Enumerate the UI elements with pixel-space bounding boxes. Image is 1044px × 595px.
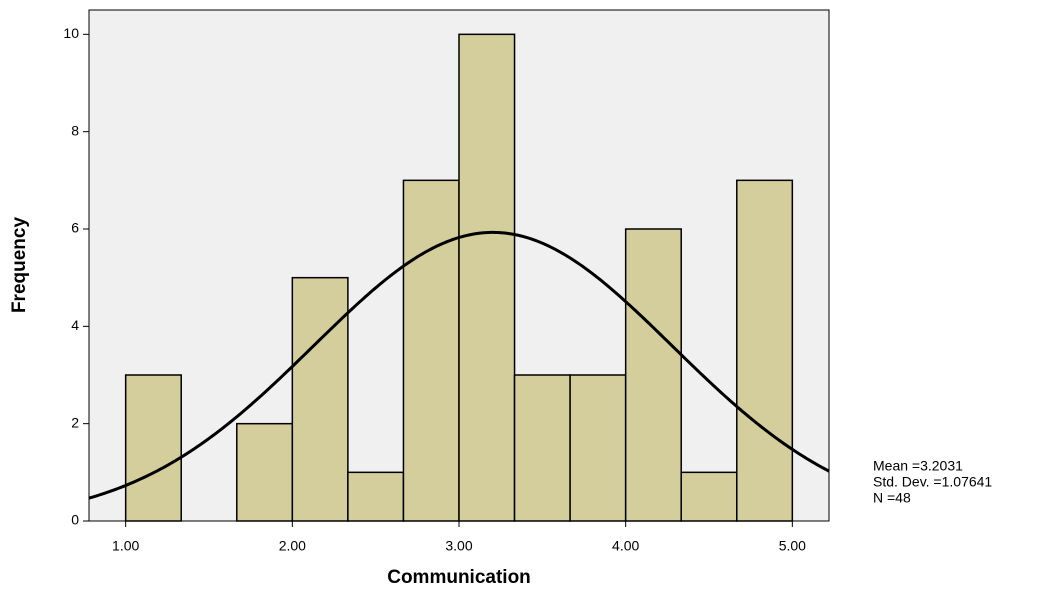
y-tick-label: 8: [71, 122, 79, 138]
bar: [124, 374, 182, 522]
normal-curve: [88, 230, 830, 500]
bar: [569, 374, 627, 522]
x-tick-label: 1.00: [112, 538, 139, 554]
stat-label: Std. Dev. =1.07641: [873, 474, 992, 490]
stat-label: N =48: [873, 490, 911, 506]
x-tick-label: 4.00: [612, 538, 639, 554]
y-tick-label: 10: [63, 25, 79, 41]
bar: [402, 179, 460, 522]
bar: [291, 276, 349, 522]
x-tick-label: 2.00: [279, 538, 306, 554]
y-axis-title: Frequency: [9, 217, 30, 314]
y-tick-label: 4: [71, 317, 79, 333]
x-tick-label: 5.00: [779, 538, 806, 554]
x-axis-title: Communication: [387, 567, 531, 588]
y-tick-label: 0: [71, 512, 79, 528]
stat-label: Mean =3.2031: [873, 458, 963, 474]
bar: [458, 33, 516, 522]
bar: [236, 422, 294, 522]
bar: [513, 374, 571, 522]
bar: [624, 228, 682, 522]
x-tick-label: 3.00: [445, 538, 472, 554]
bar: [347, 471, 405, 522]
bar: [680, 471, 738, 522]
bar: [736, 179, 794, 522]
y-tick-label: 2: [71, 414, 79, 430]
y-tick-label: 6: [71, 220, 79, 236]
